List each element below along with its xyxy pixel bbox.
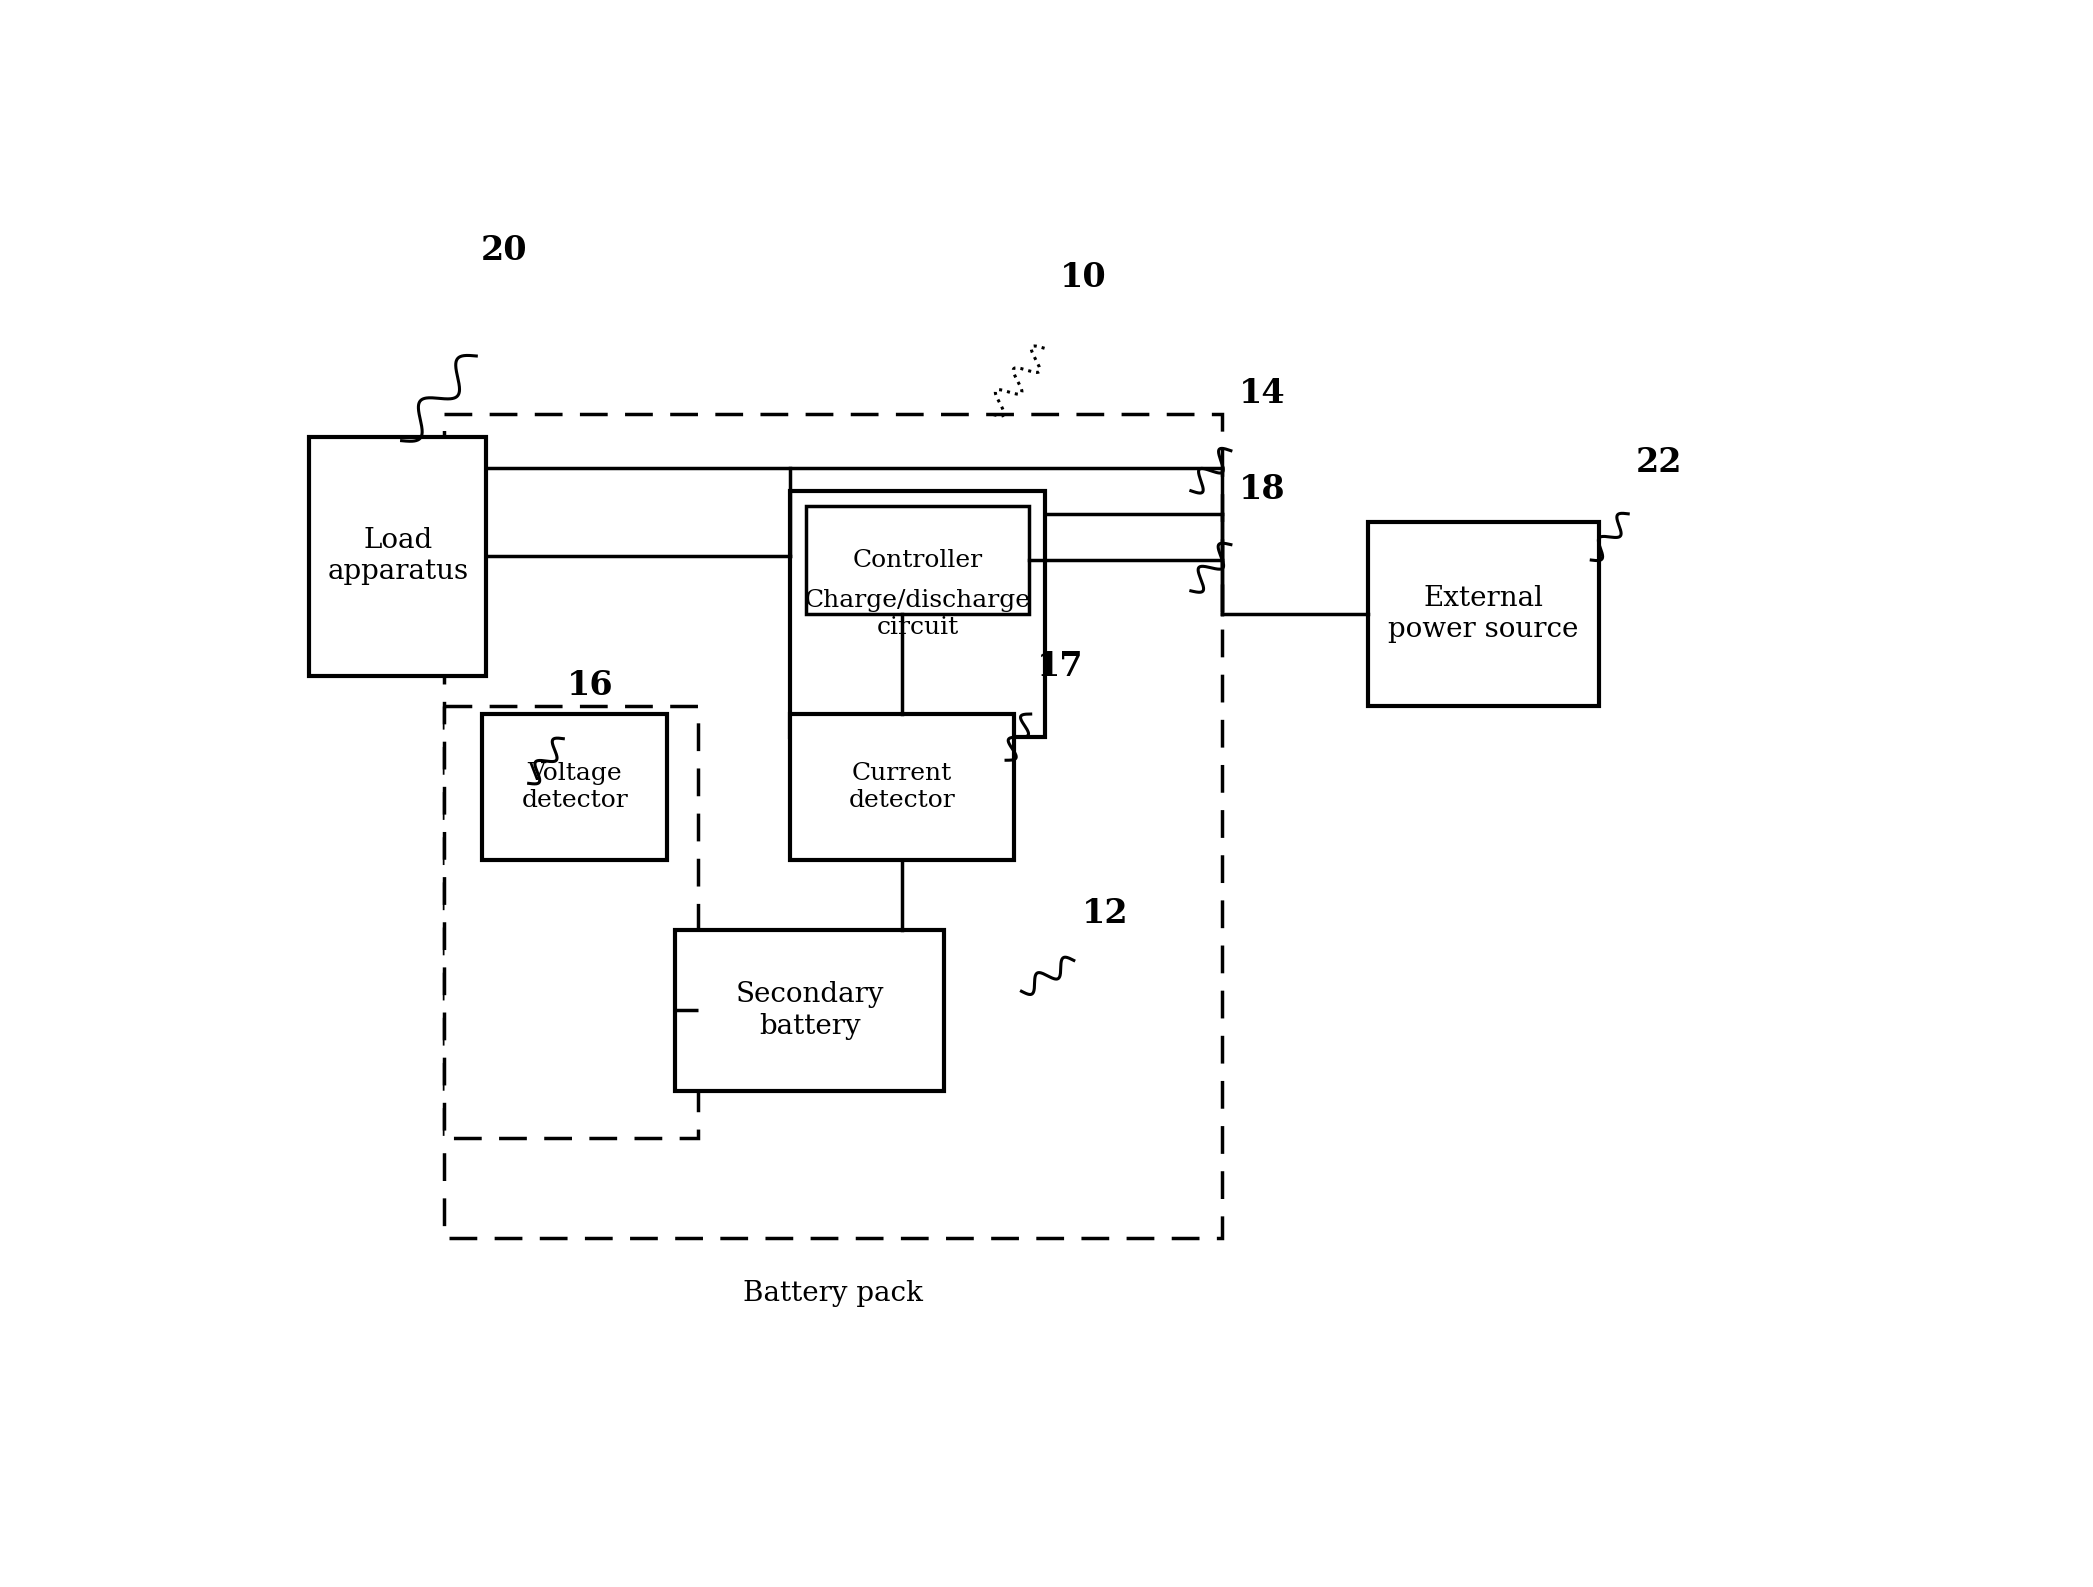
- Text: Battery pack: Battery pack: [743, 1281, 923, 1308]
- Text: Load
apparatus: Load apparatus: [327, 527, 469, 586]
- Text: External
power source: External power source: [1388, 586, 1578, 643]
- Text: Current
detector: Current detector: [850, 762, 957, 813]
- Bar: [1369, 522, 1599, 706]
- Bar: [674, 930, 944, 1092]
- Text: Charge/discharge
circuit: Charge/discharge circuit: [804, 589, 1030, 638]
- Text: Controller: Controller: [852, 549, 982, 571]
- Bar: [444, 706, 699, 1138]
- Text: 10: 10: [1059, 262, 1107, 295]
- Text: 22: 22: [1637, 446, 1683, 479]
- Text: Secondary
battery: Secondary battery: [735, 981, 883, 1039]
- Text: 20: 20: [481, 235, 527, 268]
- Text: 14: 14: [1239, 376, 1285, 409]
- Bar: [791, 490, 1044, 736]
- Text: 18: 18: [1239, 473, 1285, 506]
- Bar: [806, 506, 1030, 614]
- Text: 12: 12: [1082, 897, 1128, 930]
- Text: 17: 17: [1036, 651, 1084, 684]
- Bar: [791, 714, 1013, 860]
- Bar: [444, 414, 1222, 1238]
- Text: 16: 16: [567, 670, 613, 703]
- Bar: [310, 436, 486, 676]
- Text: Voltage
detector: Voltage detector: [521, 762, 628, 813]
- Bar: [483, 714, 668, 860]
